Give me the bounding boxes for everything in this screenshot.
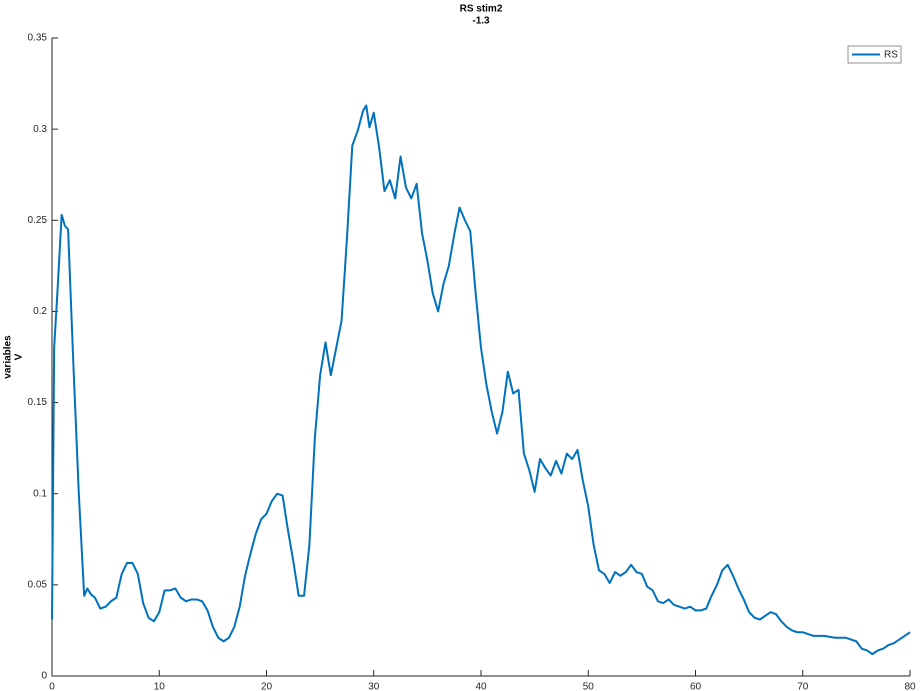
y-tick-label: 0.05 bbox=[28, 579, 48, 590]
x-tick-label: 20 bbox=[261, 682, 273, 691]
y-tick-label: 0.15 bbox=[28, 397, 48, 408]
chart-title: RS stim2 bbox=[460, 4, 503, 15]
y-tick-label: 0.25 bbox=[28, 215, 48, 226]
chart-subtitle: -1.3 bbox=[472, 16, 490, 27]
x-tick-label: 60 bbox=[690, 682, 702, 691]
y-tick-label: 0.1 bbox=[33, 488, 47, 499]
x-tick-label: 40 bbox=[475, 682, 487, 691]
y-tick-label: 0.3 bbox=[33, 124, 47, 135]
y-axis-label: variables bbox=[3, 335, 14, 379]
y-tick-label: 0.35 bbox=[28, 33, 48, 44]
x-tick-label: 80 bbox=[904, 682, 916, 691]
y-axis-label: V bbox=[14, 353, 25, 360]
x-tick-label: 30 bbox=[368, 682, 380, 691]
x-tick-label: 50 bbox=[583, 682, 595, 691]
x-tick-label: 10 bbox=[154, 682, 166, 691]
x-tick-label: 0 bbox=[49, 682, 55, 691]
y-tick-label: 0.2 bbox=[33, 306, 47, 317]
legend-label: RS bbox=[884, 50, 898, 61]
y-tick-label: 0 bbox=[41, 671, 47, 682]
x-tick-label: 70 bbox=[797, 682, 809, 691]
axes bbox=[51, 38, 910, 677]
line-series bbox=[51, 104, 911, 656]
